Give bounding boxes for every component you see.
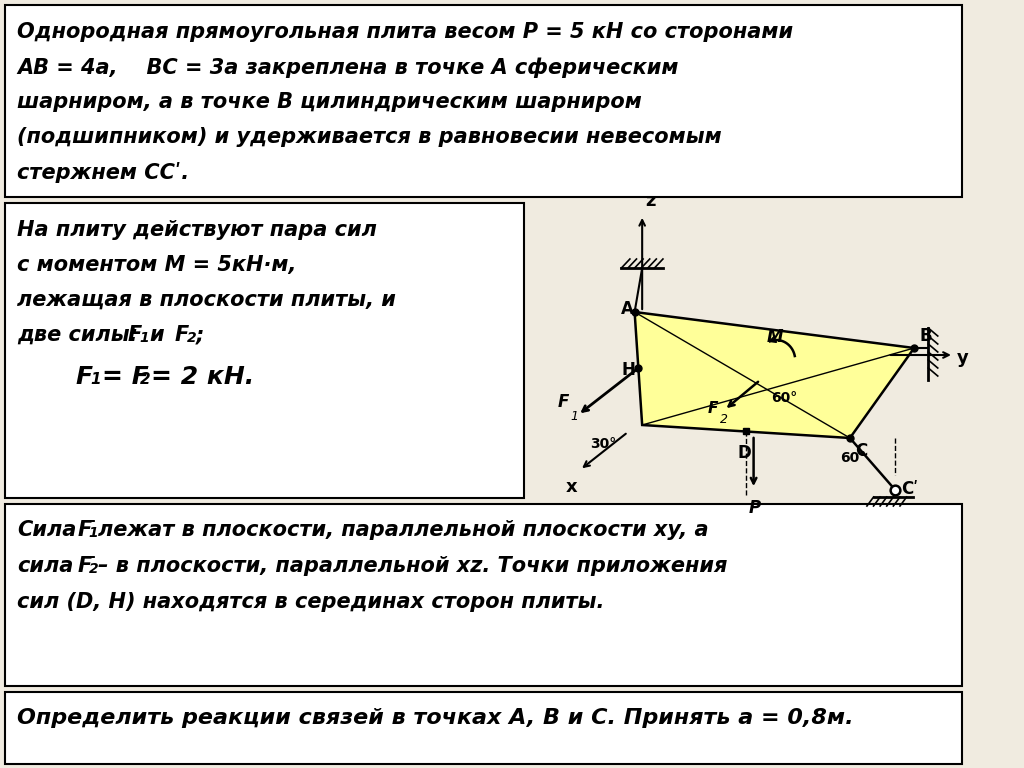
Text: 1: 1 — [139, 331, 150, 345]
Text: 2: 2 — [139, 372, 151, 387]
Text: B: B — [920, 327, 933, 345]
Text: = F: = F — [102, 365, 148, 389]
Text: F: F — [128, 325, 141, 345]
Text: F: F — [557, 393, 568, 411]
Text: A: A — [622, 300, 634, 318]
Text: 60°: 60° — [771, 391, 798, 405]
FancyBboxPatch shape — [5, 5, 963, 197]
Text: сил (D, H) находятся в серединах сторон плиты.: сил (D, H) находятся в серединах сторон … — [17, 592, 604, 612]
Text: F: F — [175, 325, 189, 345]
Text: две силы:: две силы: — [17, 325, 138, 345]
Text: Сила: Сила — [17, 520, 77, 540]
Text: x: x — [565, 478, 578, 496]
Text: 2: 2 — [187, 331, 197, 345]
Text: сила: сила — [17, 556, 74, 576]
Text: – в плоскости, параллельной xz. Точки приложения: – в плоскости, параллельной xz. Точки пр… — [98, 556, 728, 576]
Text: (подшипником) и удерживается в равновесии невесомым: (подшипником) и удерживается в равновеси… — [17, 127, 722, 147]
Text: Cʹ: Cʹ — [901, 480, 919, 498]
Text: P: P — [749, 499, 761, 517]
Text: лежат в плоскости, параллельной плоскости xy, а: лежат в плоскости, параллельной плоскост… — [98, 520, 709, 540]
Text: C: C — [855, 442, 867, 460]
Text: лежащая в плоскости плиты, и: лежащая в плоскости плиты, и — [17, 290, 396, 310]
Text: F: F — [708, 401, 718, 416]
Text: F: F — [76, 365, 93, 389]
Text: M: M — [767, 328, 783, 346]
FancyBboxPatch shape — [5, 504, 963, 686]
Text: шарниром, а в точке B цилиндрическим шарниром: шарниром, а в точке B цилиндрическим шар… — [17, 92, 642, 112]
Text: с моментом M = 5кН·м,: с моментом M = 5кН·м, — [17, 255, 296, 275]
Text: F̅: F̅ — [78, 556, 92, 576]
Text: 1: 1 — [570, 410, 579, 423]
Text: 2: 2 — [89, 562, 98, 576]
Text: y: y — [956, 349, 969, 367]
Text: = 2 кН.: = 2 кН. — [152, 365, 254, 389]
Text: Однородная прямоугольная плита весом P = 5 кН со сторонами: Однородная прямоугольная плита весом P =… — [17, 22, 794, 42]
Text: 1: 1 — [91, 372, 101, 387]
Text: AB = 4a,    BC = 3a закреплена в точке A сферическим: AB = 4a, BC = 3a закреплена в точке A сф… — [17, 57, 679, 78]
Text: 1: 1 — [89, 526, 98, 540]
Text: и: и — [150, 325, 164, 345]
Text: H: H — [622, 361, 635, 379]
Text: стержнем CCʹ.: стержнем CCʹ. — [17, 162, 189, 183]
FancyBboxPatch shape — [5, 692, 963, 764]
Text: z: z — [645, 192, 655, 210]
Text: F̅: F̅ — [78, 520, 92, 540]
Text: На плиту действуют пара сил: На плиту действуют пара сил — [17, 220, 377, 240]
Polygon shape — [635, 312, 914, 438]
Text: 2: 2 — [720, 413, 728, 426]
Text: ;: ; — [196, 325, 204, 345]
Text: 60°: 60° — [841, 451, 866, 465]
Text: Определить реакции связей в точках A, B и C. Принять а = 0,8м.: Определить реакции связей в точках A, B … — [17, 708, 854, 728]
Text: D: D — [737, 444, 751, 462]
FancyBboxPatch shape — [5, 203, 524, 498]
Text: 30°: 30° — [590, 437, 616, 451]
